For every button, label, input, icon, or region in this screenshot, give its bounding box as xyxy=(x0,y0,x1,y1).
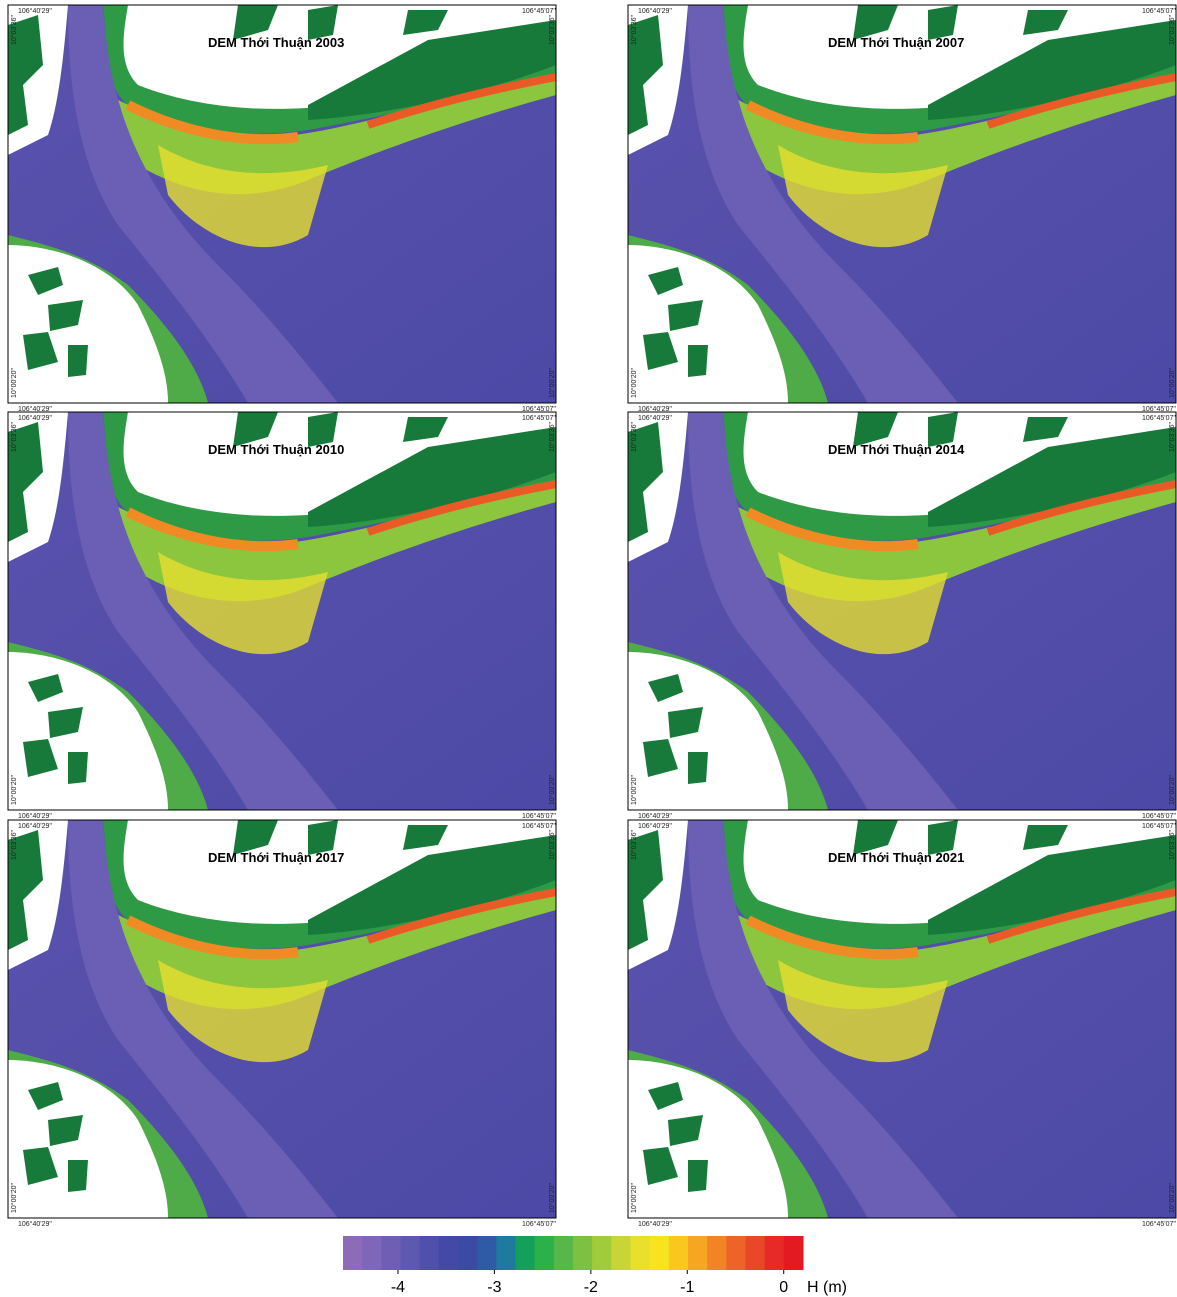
coord-label: 10°00'20" xyxy=(630,775,638,805)
coord-label: 106°40'29" xyxy=(18,414,52,422)
coord-label: 106°45'07" xyxy=(522,414,556,422)
coord-label: 10°00'20" xyxy=(630,1183,638,1213)
tick-label: 0 xyxy=(779,1279,788,1296)
panel-title: DEM Thới Thuận 2021 xyxy=(828,850,964,865)
color-swatch xyxy=(688,1236,708,1270)
coord-label: 10°03'36" xyxy=(1168,15,1176,45)
color-swatch xyxy=(631,1236,651,1270)
dem-map xyxy=(8,820,556,1218)
dem-map xyxy=(628,412,1176,810)
coord-label: 106°40'29" xyxy=(18,1220,52,1228)
color-swatch xyxy=(401,1236,421,1270)
coord-label: 106°40'29" xyxy=(18,812,52,820)
coord-label: 106°45'07" xyxy=(1142,1220,1176,1228)
coord-label: 10°00'20" xyxy=(1168,1183,1176,1213)
tick-label: -4 xyxy=(391,1279,405,1296)
color-swatch xyxy=(707,1236,727,1270)
color-swatch xyxy=(554,1236,574,1270)
color-swatch xyxy=(669,1236,689,1270)
coord-label: 106°40'29" xyxy=(638,812,672,820)
color-swatch xyxy=(784,1236,804,1270)
panel-title: DEM Thới Thuận 2017 xyxy=(208,850,344,865)
map-panel: DEM Thới Thuận 2021106°40'29"106°45'07"1… xyxy=(628,820,1176,1228)
coord-label: 10°03'36" xyxy=(1168,830,1176,860)
color-swatch xyxy=(477,1236,497,1270)
coord-label: 10°00'20" xyxy=(548,1183,556,1213)
coord-label: 10°00'20" xyxy=(548,368,556,398)
tick-label: -3 xyxy=(487,1279,501,1296)
dem-map xyxy=(8,5,556,403)
color-swatch xyxy=(573,1236,593,1270)
coord-label: 106°45'07" xyxy=(1142,812,1176,820)
color-swatch xyxy=(381,1236,401,1270)
coord-label: 106°45'07" xyxy=(522,7,556,15)
map-panel: DEM Thới Thuận 2007106°40'29"106°45'07"1… xyxy=(628,5,1176,413)
color-swatch xyxy=(746,1236,766,1270)
color-swatch xyxy=(535,1236,555,1270)
coord-label: 10°03'36" xyxy=(10,830,18,860)
color-swatch xyxy=(496,1236,516,1270)
coord-label: 106°45'07" xyxy=(1142,7,1176,15)
map-panel: DEM Thới Thuận 2010106°40'29"106°45'07"1… xyxy=(8,412,556,820)
coord-label: 10°03'36" xyxy=(10,422,18,452)
coord-label: 10°00'20" xyxy=(630,368,638,398)
dem-map xyxy=(628,5,1176,403)
coord-label: 106°45'07" xyxy=(1142,414,1176,422)
panel-title: DEM Thới Thuận 2014 xyxy=(828,442,965,457)
coord-label: 106°40'29" xyxy=(638,414,672,422)
figure: DEM Thới Thuận 2003106°40'29"106°45'07"1… xyxy=(0,0,1177,1297)
panels: DEM Thới Thuận 2003106°40'29"106°45'07"1… xyxy=(8,5,1176,1228)
coord-label: 10°00'20" xyxy=(1168,368,1176,398)
panel-title: DEM Thới Thuận 2003 xyxy=(208,35,344,50)
coord-label: 10°00'20" xyxy=(10,775,18,805)
color-swatch xyxy=(592,1236,612,1270)
color-swatch xyxy=(420,1236,440,1270)
dem-map xyxy=(628,820,1176,1218)
coord-label: 106°40'29" xyxy=(18,7,52,15)
coord-label: 10°03'36" xyxy=(630,422,638,452)
color-swatch xyxy=(439,1236,459,1270)
panel-title: DEM Thới Thuận 2010 xyxy=(208,442,344,457)
coord-label: 10°00'20" xyxy=(10,368,18,398)
coord-label: 10°03'36" xyxy=(630,15,638,45)
coord-label: 10°03'36" xyxy=(1168,422,1176,452)
tick-label: -1 xyxy=(680,1279,694,1296)
coord-label: 10°00'20" xyxy=(548,775,556,805)
coord-label: 10°03'36" xyxy=(548,422,556,452)
color-swatch xyxy=(650,1236,670,1270)
dem-map xyxy=(8,412,556,810)
color-swatch xyxy=(516,1236,536,1270)
coord-label: 106°40'29" xyxy=(638,7,672,15)
coord-label: 106°45'07" xyxy=(522,812,556,820)
color-swatch xyxy=(765,1236,785,1270)
colorbar-label: H (m) xyxy=(807,1279,847,1296)
coord-label: 106°45'07" xyxy=(522,822,556,830)
coord-label: 10°03'36" xyxy=(548,15,556,45)
colorbar: -4 -3 -2 -1 0 H (m) xyxy=(343,1236,847,1296)
coord-label: 10°03'36" xyxy=(630,830,638,860)
coord-label: 106°40'29" xyxy=(638,822,672,830)
color-swatch xyxy=(362,1236,382,1270)
coord-label: 10°03'36" xyxy=(548,830,556,860)
map-panel: DEM Thới Thuận 2003106°40'29"106°45'07"1… xyxy=(8,5,556,413)
coord-label: 106°45'07" xyxy=(1142,822,1176,830)
coord-label: 106°40'29" xyxy=(18,822,52,830)
panel-title: DEM Thới Thuận 2007 xyxy=(828,35,964,50)
tick-label: -2 xyxy=(584,1279,598,1296)
map-panel: DEM Thới Thuận 2014106°40'29"106°45'07"1… xyxy=(628,412,1176,820)
color-swatch xyxy=(726,1236,746,1270)
coord-label: 10°00'20" xyxy=(1168,775,1176,805)
map-panel: DEM Thới Thuận 2017106°40'29"106°45'07"1… xyxy=(8,820,556,1228)
color-swatch xyxy=(611,1236,631,1270)
color-swatch xyxy=(458,1236,478,1270)
coord-label: 106°45'07" xyxy=(522,1220,556,1228)
coord-label: 10°03'36" xyxy=(10,15,18,45)
color-swatch xyxy=(343,1236,363,1270)
coord-label: 10°00'20" xyxy=(10,1183,18,1213)
coord-label: 106°40'29" xyxy=(638,1220,672,1228)
